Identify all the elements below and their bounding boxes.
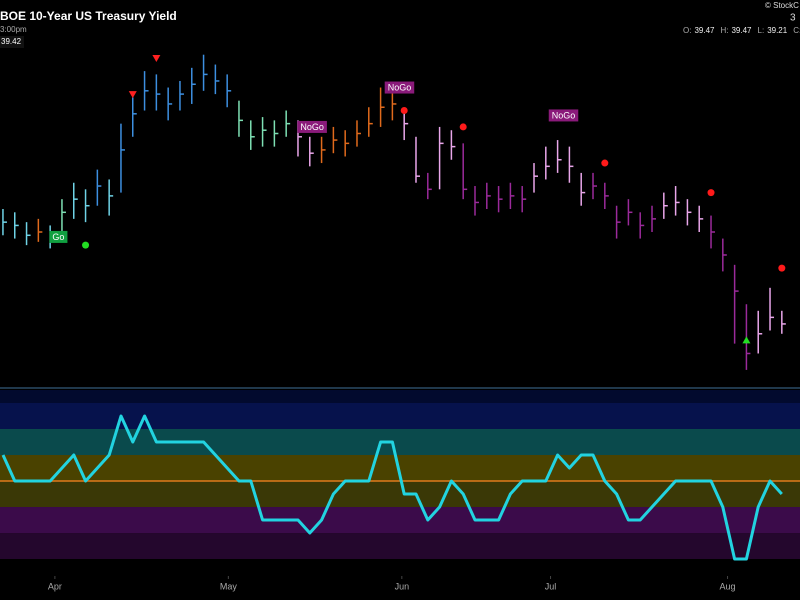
signal-triangle-down bbox=[152, 54, 161, 62]
oscillator-band bbox=[0, 481, 800, 508]
signal-dot bbox=[707, 189, 715, 197]
readout-label: C: bbox=[793, 26, 800, 35]
x-tick-label: Apr bbox=[48, 581, 62, 591]
signal-dot bbox=[82, 241, 90, 249]
ohlc-readout: O:39.47H:39.47L:39.21C:-0. bbox=[683, 26, 800, 35]
x-tick-label: Aug bbox=[720, 581, 736, 591]
readout-value: 39.21 bbox=[767, 26, 788, 35]
label-box bbox=[297, 120, 327, 133]
readout-label: H: bbox=[720, 26, 728, 35]
signal-label: NoGo bbox=[552, 110, 576, 120]
signal-dot bbox=[778, 264, 786, 272]
chart-title: BOE 10-Year US Treasury Yield bbox=[0, 9, 177, 23]
readout-label: O: bbox=[683, 26, 691, 35]
last-price: 39.42 bbox=[1, 37, 22, 46]
oscillator-band bbox=[0, 533, 800, 560]
x-tick-label: May bbox=[220, 581, 238, 591]
last-price-box bbox=[0, 36, 24, 48]
signal-label: NoGo bbox=[388, 82, 412, 92]
oscillator-band bbox=[0, 429, 800, 456]
signal-label: NoGo bbox=[300, 122, 324, 132]
credit: © StockC bbox=[765, 1, 799, 10]
readout-value: 39.47 bbox=[731, 26, 752, 35]
oscillator-band bbox=[0, 403, 800, 430]
readout-value: 39.47 bbox=[694, 26, 715, 35]
signal-label: Go bbox=[52, 232, 64, 242]
label-box bbox=[548, 109, 579, 122]
oscillator-line bbox=[1, 414, 783, 561]
label-box bbox=[49, 230, 68, 243]
readout-label: L: bbox=[758, 26, 765, 35]
x-tick-label: Jul bbox=[545, 581, 557, 591]
chart-subtitle: 3:00pm bbox=[0, 25, 27, 34]
signal-dot bbox=[459, 123, 467, 131]
oscillator-band bbox=[0, 507, 800, 534]
corner-text: 3 bbox=[790, 13, 796, 24]
signal-dot bbox=[601, 159, 609, 167]
signal-triangle-up bbox=[742, 336, 751, 344]
label-box bbox=[384, 81, 415, 94]
signal-dot bbox=[400, 107, 408, 115]
oscillator-band bbox=[0, 390, 800, 404]
signal-triangle-down bbox=[128, 91, 137, 99]
x-tick-label: Jun bbox=[395, 581, 410, 591]
